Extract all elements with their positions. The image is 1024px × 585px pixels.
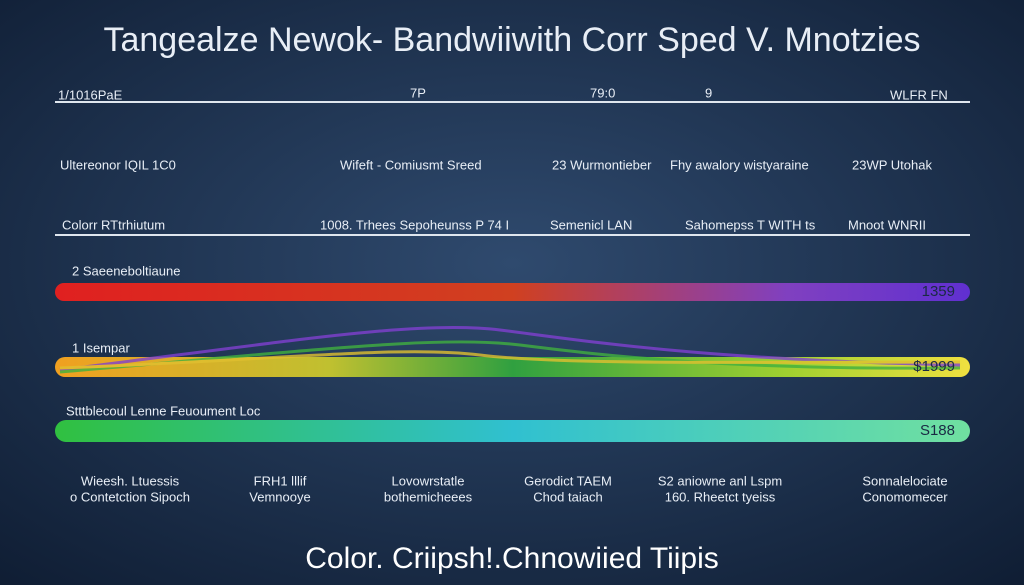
column-label: Chod taiach <box>533 489 602 504</box>
column-label: Wieesh. Ltuessis <box>81 473 180 488</box>
footer: Color. Criipsh!.Chnowiied Tiipis <box>305 542 719 575</box>
scale-label: 7P <box>410 85 426 100</box>
row-label: Sahomepss T WITH ts <box>685 217 816 232</box>
column-label: bothemicheees <box>384 489 473 504</box>
column-label: 160. Rheetct tyeiss <box>665 489 776 504</box>
scale-label: 1/1016PaE <box>58 87 123 102</box>
waves <box>59 325 961 374</box>
band-end-label: $1999 <box>913 358 955 375</box>
column-label: o Contetction Sipoch <box>70 489 190 504</box>
column-label: Lovowrstatle <box>392 473 465 488</box>
wave <box>59 325 961 372</box>
band <box>55 283 970 301</box>
scale-label: WLFR FN <box>890 87 948 102</box>
row-label: 23WP Utohak <box>852 157 932 172</box>
column-label: Sonnalelociate <box>862 473 947 488</box>
scale-label: 79:0 <box>590 85 615 100</box>
band-label: 2 Saeeneboltiaune <box>72 263 180 278</box>
wave <box>59 340 961 374</box>
row-label: Mnoot WNRII <box>848 217 926 232</box>
column-label: S2 aniowne anl Lspm <box>658 473 782 488</box>
column-label: Vemnooye <box>249 489 310 504</box>
lines <box>55 101 970 236</box>
scale-label: 9 <box>705 85 712 100</box>
row-label: 23 Wurmontieber <box>552 157 652 172</box>
row-label: Colorr RTtrhiutum <box>62 217 165 232</box>
column-label: Conomomecer <box>862 489 948 504</box>
row-label: Semenicl LAN <box>550 217 632 232</box>
band-label: 1 Isempar <box>72 340 130 355</box>
band-label: Stttblecoul Lenne Feuoument Loc <box>66 403 261 418</box>
row-label: Wifeft - Comiusmt Sreed <box>340 157 482 172</box>
row-label: Ultereonor IQIL 1C0 <box>60 157 176 172</box>
row-label: Fhy awalory wistyaraine <box>670 157 809 172</box>
title: Tangealze Newok- Bandwiiwith Corr Sped V… <box>103 21 920 59</box>
wave <box>59 350 961 370</box>
band <box>55 420 970 442</box>
band-end-label: S188 <box>920 422 955 439</box>
band-end-label: 1359 <box>922 283 955 300</box>
column-label: FRH1 lllif <box>254 473 307 488</box>
column-label: Gerodict TAEM <box>524 473 612 488</box>
row-label: 1008. Trhees Sepoheunss P 74 I <box>320 217 509 232</box>
